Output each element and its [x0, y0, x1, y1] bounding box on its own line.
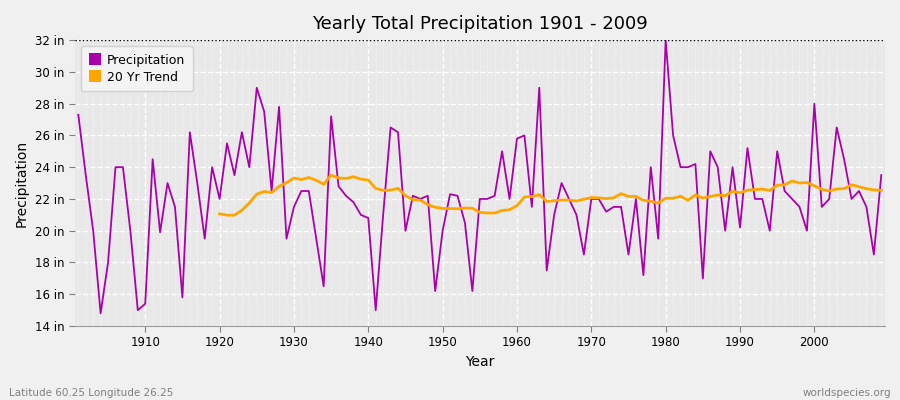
Text: Latitude 60.25 Longitude 26.25: Latitude 60.25 Longitude 26.25 [9, 388, 174, 398]
Title: Yearly Total Precipitation 1901 - 2009: Yearly Total Precipitation 1901 - 2009 [312, 15, 648, 33]
X-axis label: Year: Year [465, 355, 494, 369]
Legend: Precipitation, 20 Yr Trend: Precipitation, 20 Yr Trend [81, 46, 193, 91]
Text: worldspecies.org: worldspecies.org [803, 388, 891, 398]
Y-axis label: Precipitation: Precipitation [15, 140, 29, 227]
